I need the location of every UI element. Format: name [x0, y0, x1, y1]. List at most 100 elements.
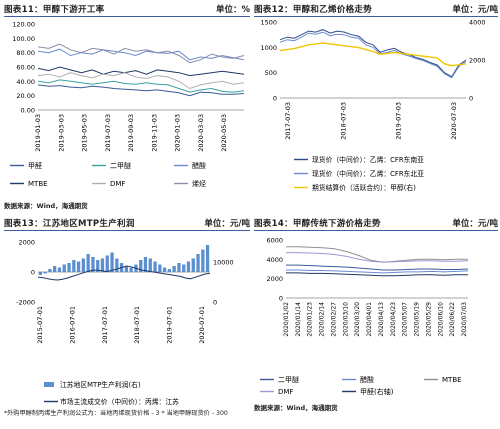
series-line [286, 252, 469, 263]
chart-svg: 0.00 20.00 40.00 60.00 80.00 100.00 120.00 2019… [10, 21, 245, 188]
y-tick-label: 2000 [469, 57, 486, 65]
profit-bar [48, 269, 52, 272]
profit-bar [172, 266, 176, 272]
x-tick-label: 2020/02/27 [330, 302, 337, 337]
x-tick-label: 2019-05-03 [81, 114, 89, 152]
profit-bar [196, 254, 200, 272]
y-tick-label: 0 [31, 269, 35, 277]
profit-bar [148, 258, 152, 272]
legend-label: 现货价（中间价）：乙烯：CFR东北亚 [312, 169, 424, 178]
chart-source: 数据来源：Wind，海通期货 [4, 202, 88, 210]
panel-header: 图表12：甲醇和乙烯价格走势 单位：元/吨 [254, 2, 498, 17]
chart-unit: 单位：元/吨 [452, 5, 498, 15]
y-tick-label: 2000 [18, 239, 35, 247]
y-tick-label: 4000 [266, 256, 283, 264]
x-tick-label: 2020/04/23 [390, 302, 397, 337]
profit-bar [91, 257, 95, 272]
chart-panel-mtp-profit: 图表13：江苏地区MTP生产利润 单位：元/吨 -2000 0 2000 0 10000… [4, 214, 250, 410]
profit-bar [105, 255, 109, 272]
x-tick-label: 2020/01/14 [295, 302, 302, 337]
legend-label: 甲醛(右轴) [360, 387, 394, 396]
y-tick-label: 120.00 [12, 21, 35, 29]
chart-title: 图表12：甲醇和乙烯价格走势 [254, 5, 373, 15]
y-tick-label: 40.00 [16, 78, 35, 86]
x-tick-label: 2020-07-01 [198, 306, 206, 344]
profit-bar [143, 257, 148, 272]
profit-bar [62, 264, 66, 272]
y-tick-label: 0 [213, 299, 217, 307]
x-tick-label: 2019-01-03 [34, 114, 42, 152]
profit-bar [96, 260, 100, 272]
x-tick-label: 2019-03-03 [57, 114, 65, 152]
profit-bar [57, 267, 62, 272]
legend-label: MTBE [442, 376, 462, 384]
legend-label: 二甲醚 [110, 161, 131, 170]
y-tick-label: 4000 [469, 19, 486, 27]
y-tick-label: 0 [469, 95, 473, 103]
x-tick-label: 2020/04/01 [366, 302, 373, 337]
x-tick-label: 2020/01/02 [283, 302, 290, 337]
series-line [37, 72, 245, 90]
x-tick-label: 2019-07-03 [395, 102, 403, 140]
legend-label: 烯烃 [192, 179, 206, 188]
profit-bar [72, 260, 76, 272]
x-tick-label: 2020/07/03 [461, 302, 468, 337]
chart-unit: 单位：% [215, 5, 250, 15]
y-tick-label: 6000 [266, 237, 283, 245]
series-line [286, 269, 469, 274]
x-tick-label: 2020/05/07 [402, 302, 409, 337]
x-tick-label: 2020/06/22 [449, 302, 456, 337]
x-tick-label: 2020/05/19 [414, 302, 421, 337]
y-tick-label: 60.00 [16, 64, 35, 72]
profit-bar [201, 249, 205, 272]
x-tick-label: 2020/05/29 [425, 302, 432, 337]
y-tick-label: -2000 [16, 299, 35, 307]
profit-bar [81, 258, 85, 272]
x-tick-label: 2020/01/23 [307, 302, 314, 337]
series-line [286, 272, 468, 277]
x-tick-label: 2020-05-03 [220, 114, 228, 152]
profit-bar [86, 254, 90, 272]
legend-label: DMF [278, 388, 293, 396]
profit-bar [43, 272, 47, 274]
series-line [37, 48, 245, 61]
legend-label: 醋酸 [360, 375, 374, 384]
y-tick-label: 0 [279, 295, 283, 303]
profit-bar [186, 261, 191, 272]
chart-title: 图表14：甲醇传统下游价格走势 [254, 219, 381, 229]
y-tick-label: 1500 [260, 19, 277, 27]
y-tick-label: 20.00 [16, 92, 35, 100]
profit-bar [110, 252, 114, 272]
chart-panel-downstream-utilization: 图表11：甲醇下游开工率 单位：% 0.00 20.00 40.00 60.00 80.… [4, 0, 250, 210]
profit-bar [182, 264, 186, 272]
legend-label: 江苏地区MTP生产利润(右) [60, 380, 141, 389]
profit-bar [67, 263, 71, 272]
x-tick-label: 2020/03/20 [354, 302, 361, 337]
y-tick-label: 100.00 [12, 35, 35, 43]
x-tick-label: 2017-07-01 [101, 306, 109, 344]
series-line [286, 246, 468, 263]
x-tick-label: 2017-07-03 [284, 102, 292, 140]
panel-header: 图表11：甲醇下游开工率 单位：% [4, 2, 250, 17]
legend-label: 二甲醚 [278, 375, 299, 384]
x-tick-label: 2020/06/10 [437, 302, 444, 337]
x-tick-label: 2019-09-03 [127, 114, 135, 152]
x-tick-label: 2020/04/13 [378, 302, 385, 337]
x-tick-label: 2018-07-03 [339, 102, 347, 140]
chart-source: 数据来源：Wind，海通期货 [254, 404, 338, 412]
x-tick-label: 2019-07-01 [166, 306, 174, 344]
x-tick-label: 2020/02/14 [319, 302, 326, 337]
chart-panel-methanol-ethylene-price: 图表12：甲醇和乙烯价格走势 单位：元/吨 0 500 1000 1500 0 2000 4… [254, 0, 498, 210]
series-line [279, 31, 467, 79]
x-tick-label: 2016-07-01 [68, 306, 76, 344]
y-tick-label: 10000 [213, 259, 234, 267]
panel-header: 图表13：江苏地区MTP生产利润 单位：元/吨 [4, 216, 250, 231]
chart-svg: 0 500 1000 1500 0 2000 4000 2017-07-03 2018-07-0… [260, 19, 486, 193]
chart-svg: 0 2000 4000 6000 2020/01/02 2020/01/14 2020/01… [260, 237, 469, 396]
profit-bar [124, 266, 128, 272]
legend-label: 市场主流成交价（中间价）：丙烯：江苏 [60, 397, 179, 406]
profit-bar [38, 272, 42, 275]
x-tick-label: 2019-11-03 [150, 114, 158, 152]
profit-bar [76, 261, 81, 272]
profit-bar [177, 263, 181, 272]
